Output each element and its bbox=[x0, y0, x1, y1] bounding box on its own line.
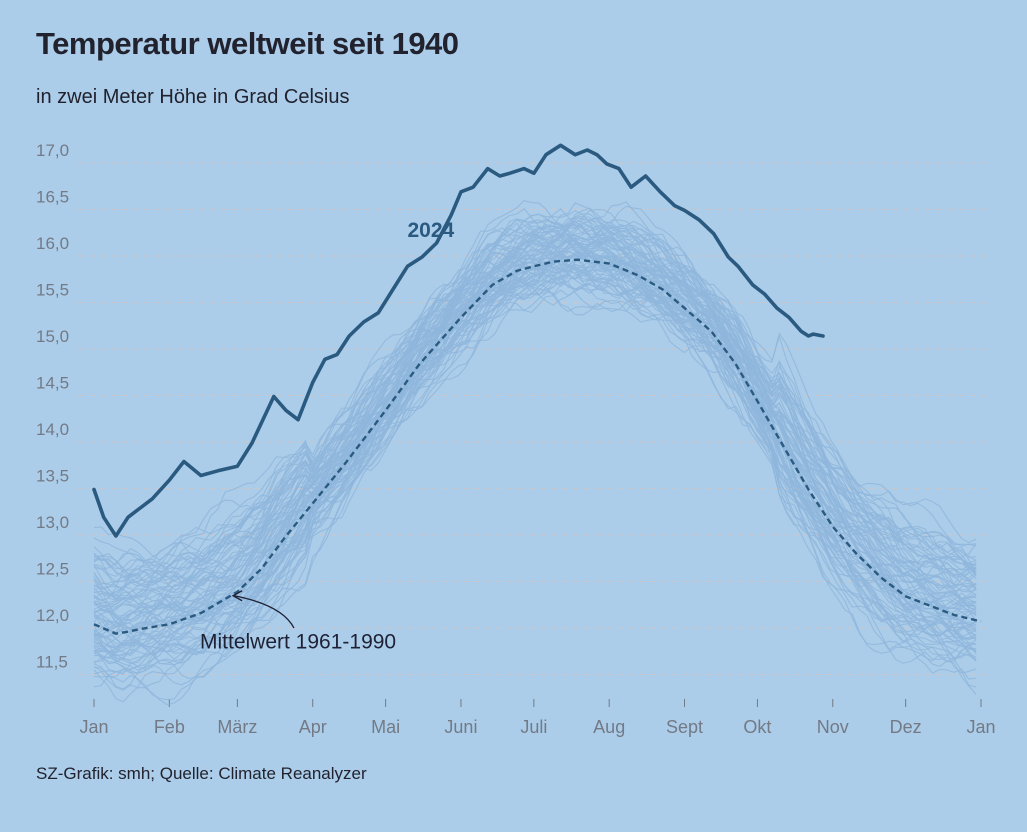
y-tick-label: 17,0 bbox=[36, 141, 69, 160]
year-line bbox=[93, 239, 977, 623]
year-line bbox=[93, 253, 977, 656]
y-tick-label: 11,5 bbox=[36, 653, 68, 672]
x-tick-label: Jan bbox=[79, 717, 108, 737]
x-tick-label: Juni bbox=[444, 717, 477, 737]
year-line bbox=[93, 199, 977, 561]
y-tick-label: 15,0 bbox=[36, 327, 69, 346]
x-tick-label: Juli bbox=[520, 717, 547, 737]
y-tick-label: 13,5 bbox=[36, 467, 69, 486]
year-line bbox=[93, 208, 977, 583]
year-line bbox=[93, 249, 977, 660]
year-line bbox=[93, 268, 977, 690]
label-mean: Mittelwert 1961-1990 bbox=[200, 630, 396, 653]
y-tick-label: 14,0 bbox=[36, 420, 69, 439]
label-2024: 2024 bbox=[407, 219, 454, 242]
year-line bbox=[93, 202, 977, 589]
y-axis: 17,0 16,5 16,0 15,5 15,0 14,5 14,0 13,5 13,0 12,5… bbox=[36, 141, 69, 672]
x-tick-label: Mai bbox=[371, 717, 400, 737]
x-tick-label: Nov bbox=[817, 717, 849, 737]
year-line bbox=[93, 255, 977, 663]
year-line bbox=[93, 263, 977, 678]
y-tick-label: 14,5 bbox=[36, 374, 69, 393]
source-note: SZ-Grafik: smh; Quelle: Climate Reanalyz… bbox=[36, 764, 367, 783]
x-axis: Jan Feb März Apr Mai Juni Juli Aug Sept Okt Nov Dez… bbox=[79, 699, 996, 737]
y-tick-label: 15,5 bbox=[36, 281, 69, 300]
year-line bbox=[93, 220, 977, 604]
year-line bbox=[93, 243, 977, 654]
y-tick-label: 12,5 bbox=[36, 560, 69, 579]
annotations: 2024 Mittelwert 1961-1990 bbox=[200, 219, 455, 653]
annotation-arrowhead bbox=[231, 590, 243, 602]
y-tick-label: 16,0 bbox=[36, 234, 69, 253]
year-line bbox=[93, 252, 977, 665]
x-tick-label: Jan bbox=[966, 717, 995, 737]
historical-years-lines bbox=[93, 199, 977, 706]
annotation-arrow bbox=[233, 595, 295, 629]
year-line bbox=[93, 236, 977, 639]
x-tick-label: Dez bbox=[890, 717, 922, 737]
year-line bbox=[93, 226, 977, 599]
series-lines bbox=[92, 143, 982, 635]
year-line bbox=[93, 227, 977, 607]
y-tick-label: 12,0 bbox=[36, 606, 69, 625]
series-line-2024 bbox=[92, 143, 825, 538]
year-line bbox=[93, 207, 977, 595]
y-tick-label: 16,5 bbox=[36, 188, 69, 207]
year-line bbox=[93, 277, 977, 675]
year-line bbox=[93, 222, 977, 614]
x-tick-label: Feb bbox=[154, 717, 185, 737]
year-line bbox=[93, 216, 977, 574]
year-line bbox=[93, 201, 977, 564]
x-tick-label: Apr bbox=[299, 717, 327, 737]
x-tick-label: März bbox=[217, 717, 257, 737]
year-line bbox=[93, 218, 977, 586]
chart-subtitle: in zwei Meter Höhe in Grad Celsius bbox=[36, 86, 350, 108]
chart-title: Temperatur weltweit seit 1940 bbox=[36, 26, 459, 61]
year-line bbox=[93, 258, 977, 657]
year-line bbox=[93, 233, 977, 617]
year-line bbox=[93, 255, 977, 657]
x-tick-label: Okt bbox=[743, 717, 771, 737]
x-tick-label: Sept bbox=[666, 717, 703, 737]
series-line-mean bbox=[93, 258, 982, 635]
x-tick-label: Aug bbox=[593, 717, 625, 737]
year-line bbox=[93, 263, 977, 675]
year-line bbox=[93, 273, 977, 703]
y-tick-label: 13,0 bbox=[36, 513, 69, 532]
